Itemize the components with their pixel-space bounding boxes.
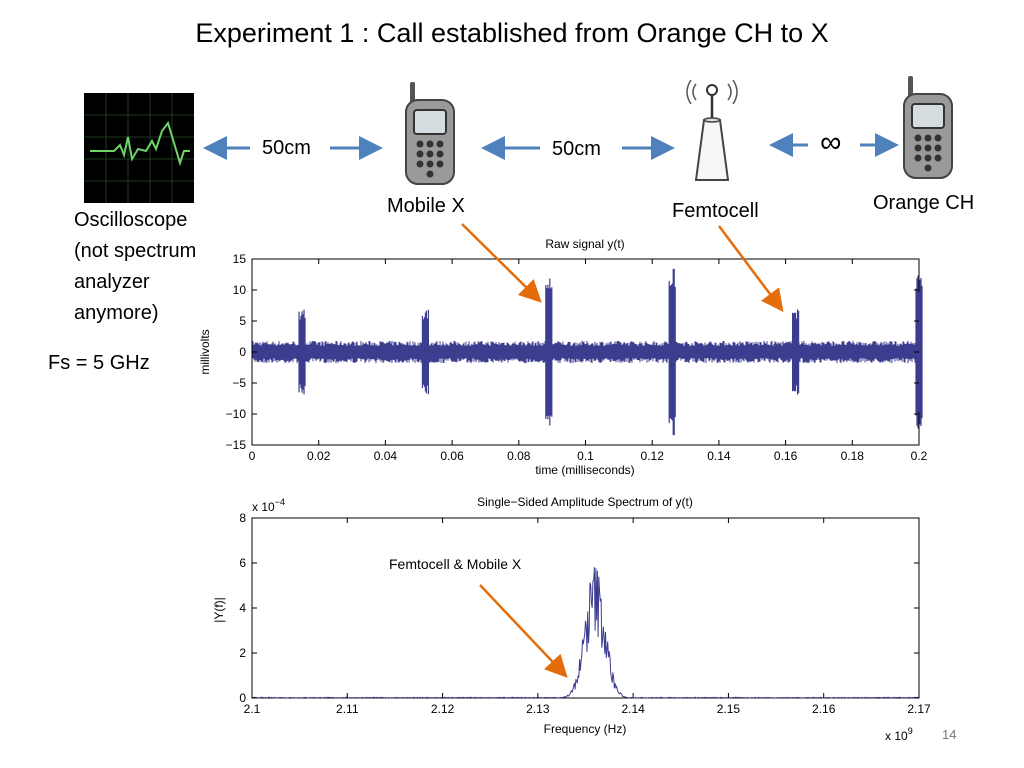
x-tick-label: 0.02	[307, 449, 331, 463]
femtocell-icon	[686, 79, 738, 181]
y-tick-label: 5	[239, 314, 246, 328]
x-tick-label: 0.18	[841, 449, 865, 463]
signal-burst	[421, 309, 430, 395]
x-tick-label: 0.04	[374, 449, 398, 463]
y-tick-label: 6	[239, 556, 246, 570]
signal-burst	[668, 268, 676, 436]
femtocell-burst-arrow	[718, 225, 784, 312]
oscilloscope-icon	[84, 93, 194, 203]
y-axis-label: millivolts	[198, 329, 212, 374]
x-tick-label: 0.1	[577, 449, 594, 463]
x-multiplier: x 109	[885, 726, 913, 743]
y-tick-label: 8	[239, 511, 246, 525]
link-arrows	[203, 133, 899, 160]
y-tick-label: −10	[226, 407, 247, 421]
oscilloscope-label-line: Oscilloscope	[74, 209, 188, 231]
x-tick-label: 2.13	[526, 702, 550, 716]
x-tick-label: 0.16	[774, 449, 798, 463]
plot-frame	[251, 517, 920, 699]
chart-title: Raw signal y(t)	[545, 237, 624, 251]
peak-arrow	[479, 584, 568, 678]
x-tick-label: 0.08	[507, 449, 531, 463]
x-tick-label: 0.2	[911, 449, 928, 463]
mobile-phone-icon	[903, 76, 953, 179]
x-axis-label: time (milliseconds)	[535, 463, 634, 477]
chart-title: Single−Sided Amplitude Spectrum of y(t)	[477, 495, 693, 509]
distance-label-1: 50cm	[262, 137, 311, 159]
spectrum-line	[251, 567, 920, 699]
y-tick-label: −5	[232, 376, 246, 390]
signal-burst	[545, 278, 553, 426]
x-tick-label: 0.14	[707, 449, 731, 463]
y-tick-label: 0	[239, 691, 246, 705]
femtocell-label: Femtocell	[672, 200, 759, 222]
x-tick-label: 2.14	[621, 702, 645, 716]
y-tick-label: 0	[239, 345, 246, 359]
raw-signal-chart: Raw signal y(t) 0 0.02 0.04 0.06 0.08 0.1 0.12…	[198, 237, 928, 477]
x-tick-label: 2.1	[244, 702, 261, 716]
oscilloscope-label-line: analyzer	[74, 271, 150, 293]
slide-title: Experiment 1 : Call established from Ora…	[195, 18, 829, 48]
spectrum-series	[251, 567, 920, 699]
oscilloscope-label: Oscilloscope (not spectrum analyzer anym…	[74, 205, 196, 329]
mobile-phone-icon	[405, 82, 455, 185]
y-tick-label: 2	[239, 646, 246, 660]
signal-burst	[792, 309, 800, 395]
x-tick-label: 0	[249, 449, 256, 463]
x-tick-label: 2.16	[812, 702, 836, 716]
x-tick-label: 2.12	[431, 702, 455, 716]
x-axis-label: Frequency (Hz)	[544, 722, 627, 736]
x-tick-label: 2.15	[717, 702, 741, 716]
x-tick-label: 0.06	[440, 449, 464, 463]
mobile-burst-arrow	[461, 223, 542, 303]
y-tick-label: −15	[226, 438, 247, 452]
y-axis-label: |Y(f)|	[212, 597, 226, 623]
signal-burst	[298, 309, 306, 395]
mobile-x-label: Mobile X	[387, 195, 465, 217]
peak-annotation: Femtocell & Mobile X	[389, 556, 522, 572]
y-tick-label: 15	[233, 252, 247, 266]
oscilloscope-label-line: anymore)	[74, 302, 159, 324]
axes: 2.1 2.11 2.12 2.13 2.14 2.15 2.16 2.17 0 2 4 6 8	[239, 511, 931, 716]
distance-label-3: ∞	[820, 126, 842, 159]
y-tick-label: 4	[239, 601, 246, 615]
y-multiplier: x 10−4	[252, 497, 285, 514]
axes: 0 0.02 0.04 0.06 0.08 0.1 0.12 0.14 0.16 0.18 0.2 −…	[226, 252, 928, 463]
orange-ch-label: Orange CH	[873, 192, 975, 214]
distance-label-2: 50cm	[552, 138, 601, 160]
x-tick-label: 2.17	[907, 702, 931, 716]
oscilloscope-label-line: (not spectrum	[74, 240, 197, 262]
spectrum-chart: Single−Sided Amplitude Spectrum of y(t) …	[212, 495, 931, 743]
x-tick-label: 0.12	[641, 449, 665, 463]
sampling-rate-label: Fs = 5 GHz	[48, 352, 150, 374]
page-number: 14	[942, 727, 957, 742]
x-tick-label: 2.11	[336, 702, 359, 716]
y-tick-label: 10	[233, 283, 247, 297]
